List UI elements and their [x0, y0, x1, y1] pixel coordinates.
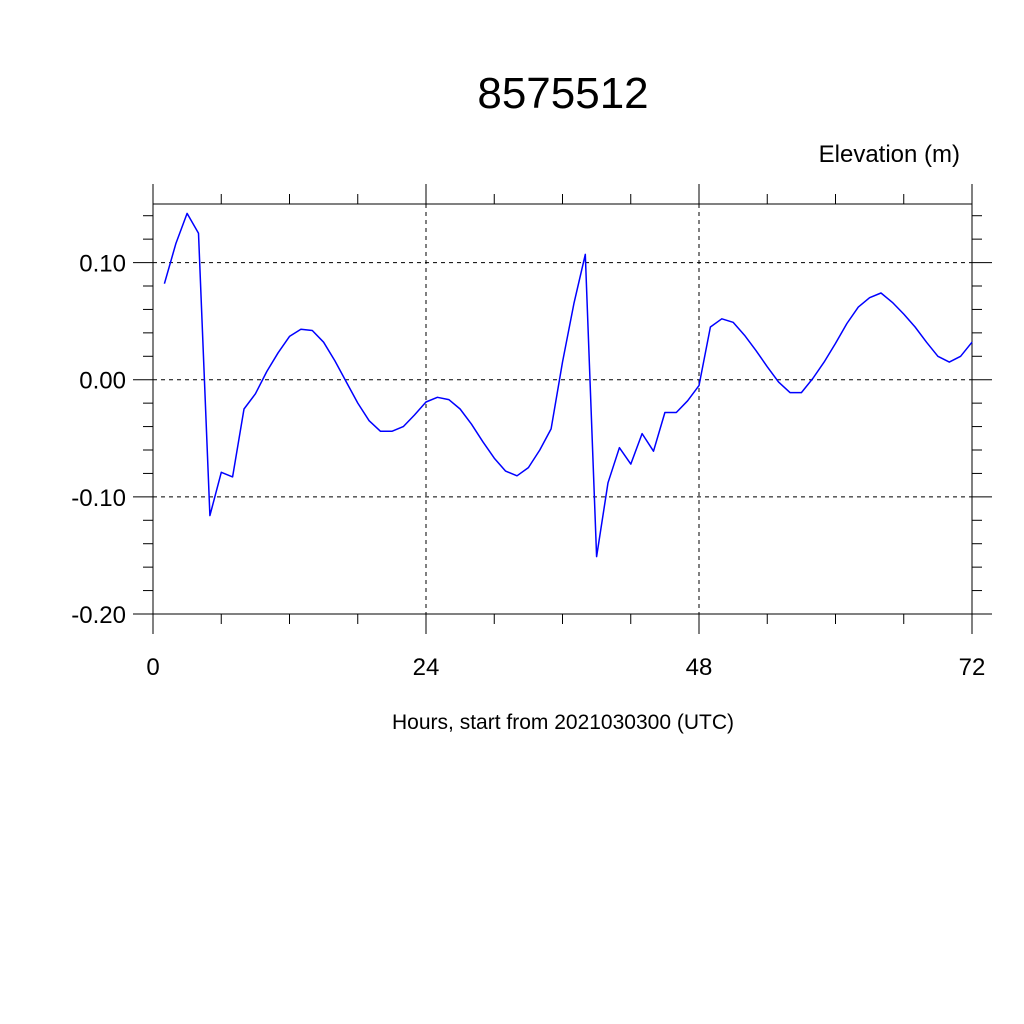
x-tick-label: 72	[959, 654, 986, 681]
y-tick-labels: 0.10 0.00 -0.10 -0.20	[71, 251, 126, 629]
series-layer	[163, 212, 973, 558]
axis-ticks	[133, 184, 992, 634]
series-line	[163, 212, 973, 558]
x-tick-labels: 0 24 48 72	[146, 654, 985, 681]
y-tick-label: -0.20	[71, 602, 126, 629]
x-tick-label: 0	[146, 654, 159, 681]
plot-frame	[152, 203, 973, 615]
y-tick-label: -0.10	[71, 485, 126, 512]
x-tick-label: 48	[686, 654, 713, 681]
x-axis-label: Hours, start from 2021030300 (UTC)	[392, 711, 734, 734]
x-tick-label: 24	[413, 654, 440, 681]
y-tick-label: 0.10	[79, 251, 126, 278]
y-tick-label: 0.00	[79, 368, 126, 395]
chart-title: 8575512	[477, 69, 648, 118]
grid-lines	[153, 204, 972, 614]
units-label: Elevation (m)	[819, 141, 960, 168]
